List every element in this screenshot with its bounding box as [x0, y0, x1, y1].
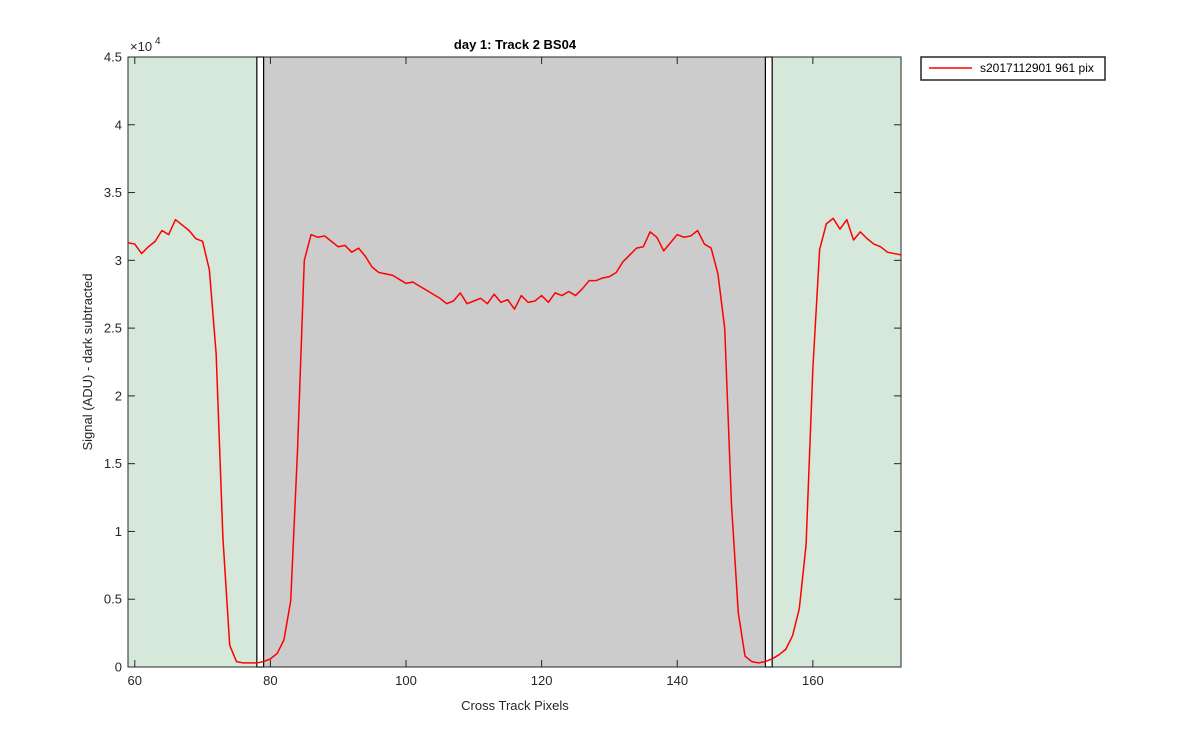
- y-exponent-power: 4: [155, 36, 161, 47]
- y-axis-exponent: ×10 4: [130, 36, 161, 54]
- x-tick-label: 100: [395, 673, 417, 688]
- series-line-0: [127, 217, 902, 664]
- boundary-box-1: [764, 56, 773, 668]
- y-tick-label: 2: [115, 388, 122, 403]
- y-tick-label: 2.5: [104, 321, 122, 336]
- axis-labels: day 1: Track 2 BS04 Cross Track Pixels S…: [80, 36, 577, 713]
- y-tick-label: 0: [115, 660, 122, 675]
- y-tick-label: 4.5: [104, 50, 122, 65]
- x-tick-label: 140: [666, 673, 688, 688]
- y-tick-label: 0.5: [104, 592, 122, 607]
- boundary-box-0: [256, 56, 265, 668]
- shaded-region-1: [263, 57, 766, 667]
- x-tick-label: 160: [802, 673, 824, 688]
- x-tick-label: 60: [128, 673, 142, 688]
- chart-title: day 1: Track 2 BS04: [454, 37, 577, 52]
- shaded-region-2: [772, 57, 901, 667]
- y-tick-label: 1: [115, 524, 122, 539]
- y-axis-title: Signal (ADU) - dark subtracted: [80, 273, 95, 450]
- plot-area: 60 80 100 120 140 160 0 0.5 1 1.5 2 2.5 3 3.5 4 4.5: [104, 50, 902, 688]
- legend-entry-label: s2017112901 961 pix: [980, 61, 1094, 75]
- legend-box: [920, 56, 1106, 81]
- x-tick-label: 120: [531, 673, 553, 688]
- axes-frame: [127, 56, 902, 668]
- y-tick-label: 3: [115, 253, 122, 268]
- x-axis-title: Cross Track Pixels: [461, 698, 569, 713]
- y-tick-label: 3.5: [104, 185, 122, 200]
- shaded-region-0: [128, 57, 257, 667]
- y-tick-label: 1.5: [104, 456, 122, 471]
- y-exponent-base: ×10: [130, 39, 152, 54]
- legend: s2017112901 961 pix: [920, 56, 1106, 81]
- y-tick-label: 4: [115, 117, 122, 132]
- x-tick-label: 80: [263, 673, 277, 688]
